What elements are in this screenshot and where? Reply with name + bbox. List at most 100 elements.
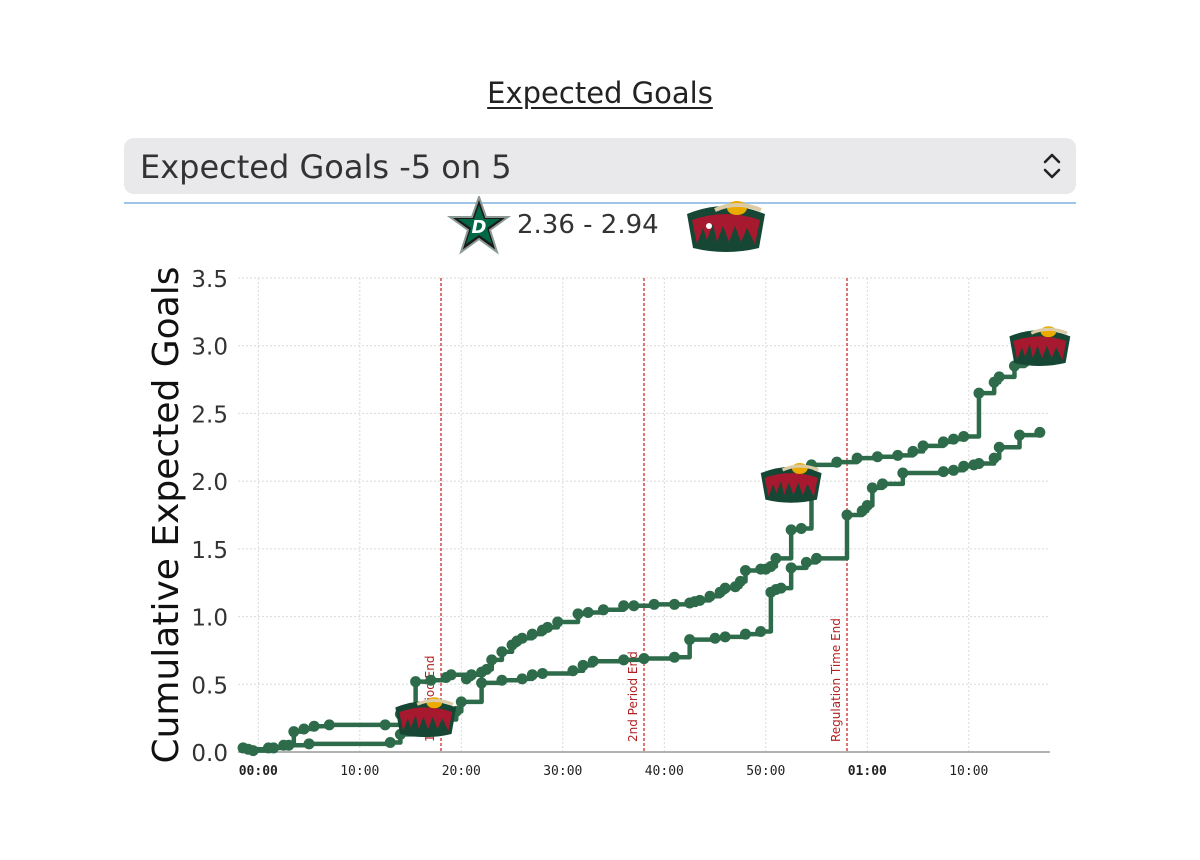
minnesota-wild-logo-icon bbox=[687, 201, 765, 252]
wild-logo-trees bbox=[1017, 344, 1063, 365]
data-point bbox=[684, 634, 696, 646]
data-point bbox=[455, 696, 467, 708]
data-point bbox=[795, 523, 807, 535]
data-point bbox=[597, 604, 609, 616]
svg-text:D: D bbox=[472, 217, 487, 238]
data-point bbox=[384, 737, 396, 749]
data-point bbox=[861, 500, 873, 512]
wild-logo-sky bbox=[416, 698, 454, 706]
data-point bbox=[993, 441, 1005, 453]
data-point bbox=[481, 663, 493, 675]
x-tick-label: 30:00 bbox=[543, 764, 582, 779]
y-tick-label: 2.5 bbox=[191, 402, 228, 428]
goal-logo-icon bbox=[760, 462, 822, 503]
data-point bbox=[618, 654, 630, 666]
data-point bbox=[937, 436, 949, 448]
wild-logo-trees bbox=[768, 480, 814, 502]
data-point bbox=[425, 674, 437, 686]
data-point bbox=[988, 452, 1000, 464]
x-tick-label: 10:00 bbox=[949, 764, 988, 779]
data-point bbox=[1014, 429, 1026, 441]
data-point bbox=[775, 582, 787, 594]
x-tick-label: 00:00 bbox=[239, 764, 278, 779]
data-point bbox=[516, 632, 528, 644]
data-point bbox=[668, 598, 680, 610]
wild-logo-sky bbox=[781, 464, 820, 472]
data-point bbox=[628, 600, 640, 612]
y-tick-label: 3.5 bbox=[191, 267, 228, 293]
data-point bbox=[323, 719, 335, 731]
data-point bbox=[892, 449, 904, 461]
y-tick-label: 2.0 bbox=[191, 470, 228, 496]
data-point bbox=[242, 743, 254, 755]
data-point bbox=[877, 478, 889, 490]
y-tick-label: 3.0 bbox=[191, 335, 228, 361]
dallas-stars-logo-icon: D bbox=[446, 196, 512, 255]
data-point bbox=[973, 458, 985, 470]
data-point bbox=[308, 720, 320, 732]
data-point bbox=[851, 452, 863, 464]
data-point bbox=[476, 677, 488, 689]
data-point bbox=[298, 723, 310, 735]
data-point bbox=[719, 631, 731, 643]
wild-logo-sky bbox=[1030, 327, 1068, 335]
data-point bbox=[948, 433, 960, 445]
data-point bbox=[648, 598, 660, 610]
data-point bbox=[841, 509, 853, 521]
data-point bbox=[785, 524, 797, 536]
data-point bbox=[740, 565, 751, 577]
data-point bbox=[734, 575, 746, 587]
x-tick-label: 01:00 bbox=[848, 764, 887, 779]
data-point bbox=[537, 667, 548, 679]
x-tick-label: 10:00 bbox=[340, 764, 379, 779]
data-point bbox=[800, 556, 812, 568]
data-point bbox=[1034, 426, 1046, 438]
wild-logo-trees bbox=[403, 715, 449, 736]
data-point bbox=[486, 654, 498, 666]
select-underline bbox=[124, 202, 1076, 204]
data-point bbox=[638, 653, 650, 665]
data-point bbox=[288, 726, 300, 738]
data-point bbox=[516, 673, 528, 685]
y-tick-label: 0.5 bbox=[191, 673, 228, 699]
data-point bbox=[465, 669, 477, 681]
data-point bbox=[770, 552, 782, 564]
data-point bbox=[831, 456, 843, 468]
data-point bbox=[958, 460, 970, 472]
data-point bbox=[283, 739, 295, 751]
data-point bbox=[866, 482, 878, 494]
data-point bbox=[542, 621, 554, 633]
data-point bbox=[268, 742, 280, 754]
data-point bbox=[668, 651, 680, 663]
score-text: 2.36 - 2.94 bbox=[517, 210, 659, 240]
data-point bbox=[496, 674, 508, 686]
metric-select[interactable]: Expected Goals -5 on 5 bbox=[124, 138, 1076, 194]
data-point bbox=[572, 608, 584, 620]
data-point bbox=[445, 669, 457, 681]
data-point bbox=[765, 560, 777, 572]
data-point bbox=[937, 466, 949, 478]
x-tick-label: 50:00 bbox=[746, 764, 785, 779]
data-point bbox=[496, 646, 508, 658]
x-tick-label: 40:00 bbox=[645, 764, 684, 779]
data-point bbox=[587, 655, 599, 667]
goal-logo-icon bbox=[1009, 326, 1071, 366]
data-point bbox=[526, 669, 538, 681]
data-point bbox=[709, 632, 721, 644]
data-point bbox=[948, 464, 960, 476]
chevron-up-down-icon bbox=[1043, 153, 1061, 179]
data-point bbox=[993, 371, 1005, 383]
data-point bbox=[907, 445, 919, 457]
data-point bbox=[740, 628, 751, 640]
data-point bbox=[719, 582, 731, 594]
data-point bbox=[917, 440, 929, 452]
y-tick-label: 1.0 bbox=[191, 606, 228, 632]
data-point bbox=[618, 600, 630, 612]
period-marker-label: 2nd Period End bbox=[626, 651, 640, 742]
data-point bbox=[552, 616, 564, 628]
data-point bbox=[410, 676, 422, 688]
y-axis-title: Cumulative Expected Goals bbox=[146, 266, 187, 763]
data-point bbox=[958, 430, 970, 442]
x-tick-label: 20:00 bbox=[442, 764, 481, 779]
